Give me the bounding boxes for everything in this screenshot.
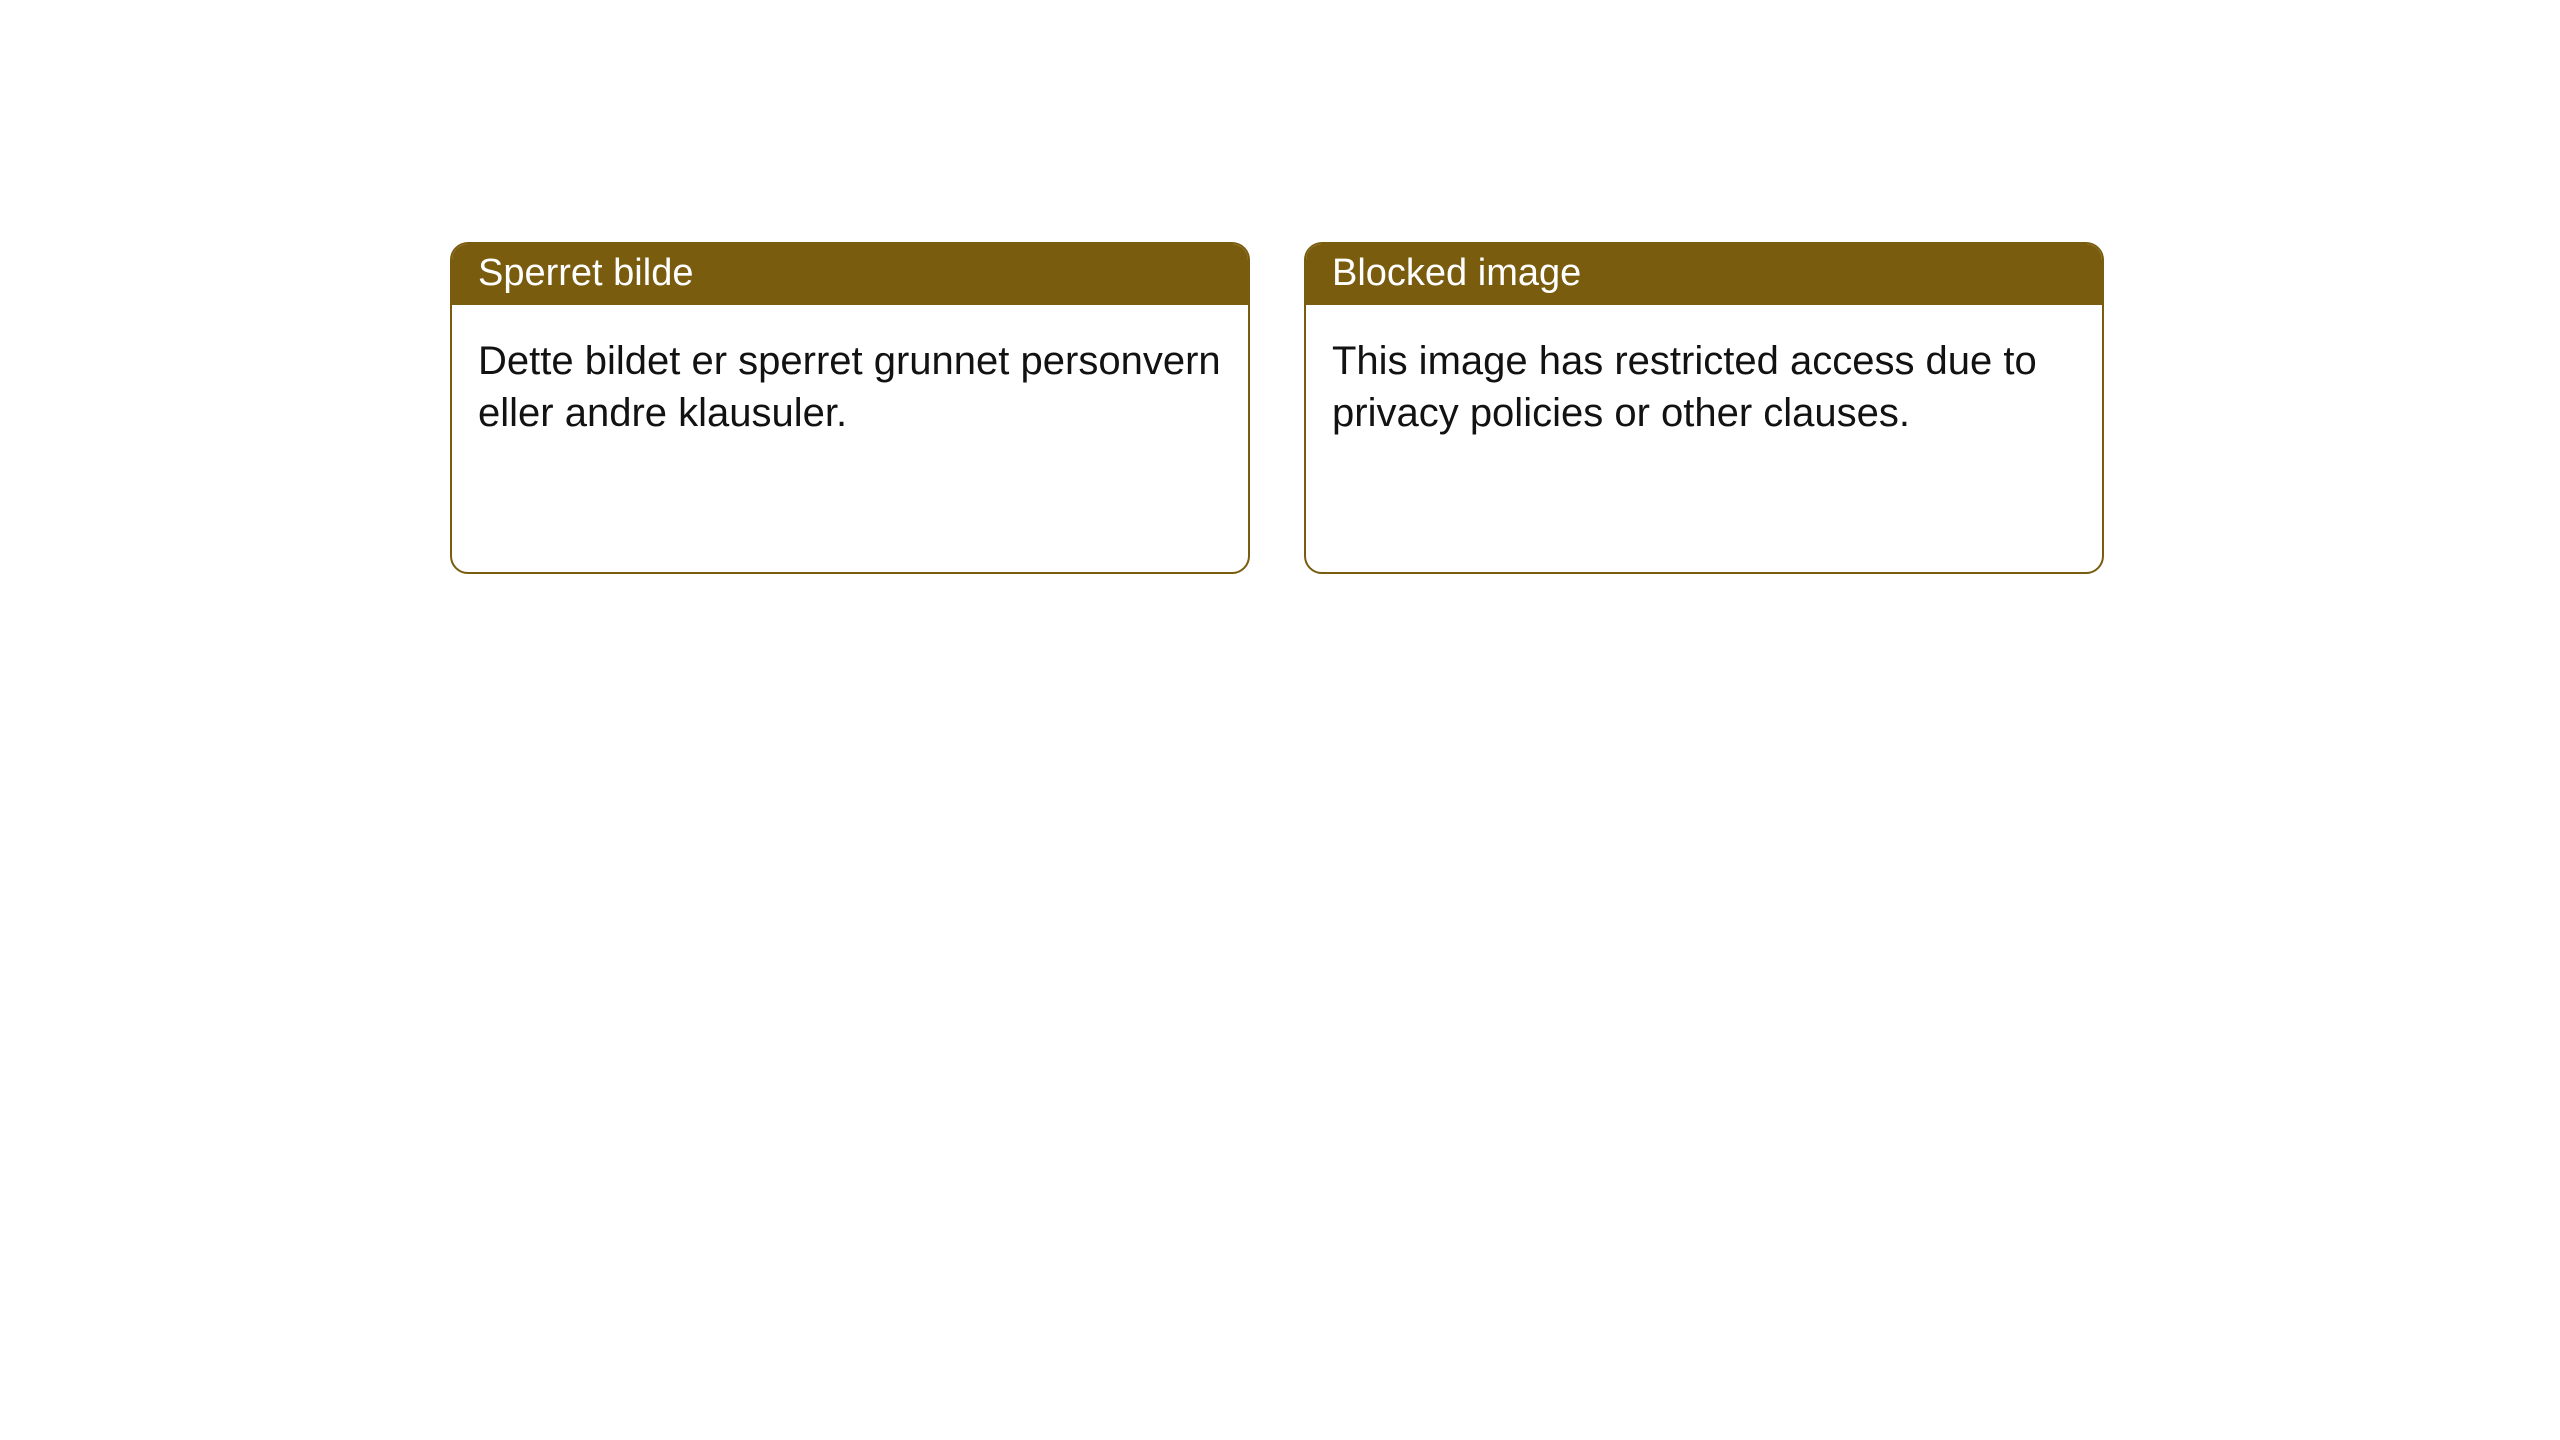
card-header: Blocked image — [1306, 244, 2102, 305]
card-text: This image has restricted access due to … — [1332, 339, 2037, 435]
notice-container: Sperret bilde Dette bildet er sperret gr… — [0, 0, 2560, 574]
card-body: Dette bildet er sperret grunnet personve… — [452, 305, 1248, 469]
card-title: Blocked image — [1332, 252, 1581, 294]
card-body: This image has restricted access due to … — [1306, 305, 2102, 469]
notice-card-english: Blocked image This image has restricted … — [1304, 242, 2104, 574]
card-text: Dette bildet er sperret grunnet personve… — [478, 339, 1221, 435]
card-header: Sperret bilde — [452, 244, 1248, 305]
notice-card-norwegian: Sperret bilde Dette bildet er sperret gr… — [450, 242, 1250, 574]
card-title: Sperret bilde — [478, 252, 693, 294]
